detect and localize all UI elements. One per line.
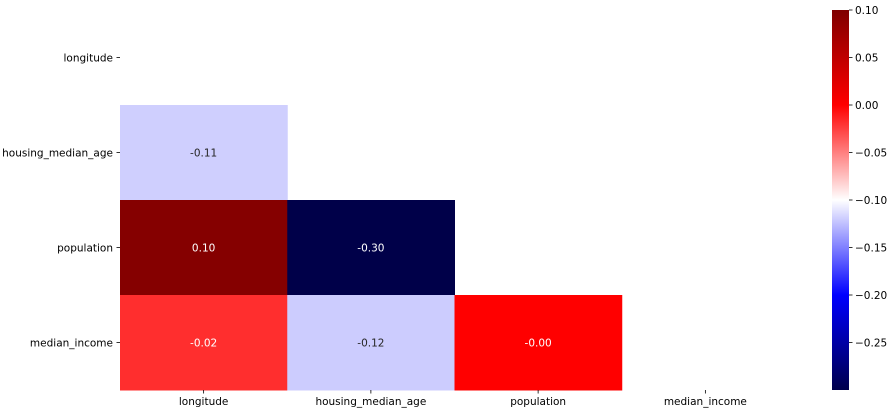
y-axis: longitude housing_median_age population med… xyxy=(2,53,120,350)
x-tick-label-longitude: longitude xyxy=(179,396,228,408)
cell-value-label: 0.10 xyxy=(192,243,215,255)
heatmap-cell-median-income-housing-median-age xyxy=(287,295,455,391)
y-tick-label-population: population xyxy=(57,243,113,255)
colorbar: 0.10 0.05 0.00 −0.05 −0.10 −0.15 −0.20 −0.25 xyxy=(832,5,887,390)
heatmap-cell-housing-median-age-longitude xyxy=(120,105,288,201)
cell-value-label: -0.12 xyxy=(357,338,384,350)
y-tick-label-housing-median-age: housing_median_age xyxy=(2,148,113,160)
colorbar-tick-label: 0.10 xyxy=(855,5,878,17)
x-tick-label-housing-median-age: housing_median_age xyxy=(315,396,426,408)
heatmap-cell-median-income-longitude xyxy=(120,295,288,391)
colorbar-tick-label: −0.25 xyxy=(855,338,887,350)
colorbar-tick-label: −0.15 xyxy=(855,243,887,255)
cell-value-label: -0.30 xyxy=(357,243,384,255)
colorbar-tick-label: 0.00 xyxy=(855,100,878,112)
colorbar-tick-label: −0.10 xyxy=(855,195,887,207)
x-tick-label-population: population xyxy=(510,396,566,408)
heatmap-cell-median-income-population xyxy=(454,295,623,391)
colorbar-gradient xyxy=(832,10,849,390)
heatmap-cell-population-longitude xyxy=(120,200,288,296)
heatmap-cell-labels: -0.11 0.10 -0.30 -0.02 -0.12 -0.00 xyxy=(190,148,552,350)
colorbar-tick-label: −0.05 xyxy=(855,148,887,160)
x-tick-label-median-income: median_income xyxy=(664,396,747,408)
cell-value-label: -0.11 xyxy=(190,148,217,160)
y-tick-label-median-income: median_income xyxy=(30,338,113,350)
y-tick-label-longitude: longitude xyxy=(64,53,113,65)
cell-value-label: -0.02 xyxy=(190,338,217,350)
colorbar-tick-label: −0.20 xyxy=(855,290,887,302)
cell-value-label: -0.00 xyxy=(525,338,552,350)
colorbar-tick-label: 0.05 xyxy=(855,53,878,65)
heatmap-cell-population-housing-median-age xyxy=(287,200,455,296)
heatmap-cells xyxy=(120,105,623,391)
x-axis: longitude housing_median_age population med… xyxy=(179,390,747,408)
